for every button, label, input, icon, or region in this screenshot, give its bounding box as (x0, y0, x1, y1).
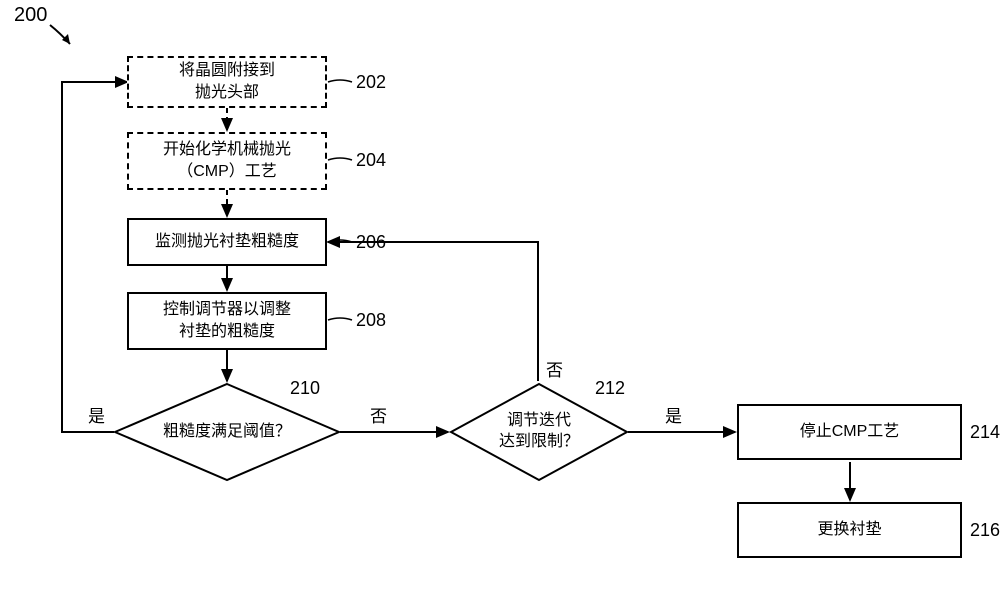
decision-210-text: 粗糙度满足阈值？ (163, 422, 291, 443)
step-214: 停止CMP工艺 (737, 404, 962, 460)
step-202-text: 将晶圆附接到抛光头部 (179, 60, 275, 103)
ref-202: 202 (356, 72, 386, 93)
step-204-text: 开始化学机械抛光（CMP）工艺 (163, 139, 291, 182)
flowchart-canvas: 200 将晶圆附 (0, 0, 1000, 602)
ref-214: 214 (970, 422, 1000, 443)
ref-216: 216 (970, 520, 1000, 541)
step-208: 控制调节器以调整衬垫的粗糙度 (127, 292, 327, 350)
step-208-text: 控制调节器以调整衬垫的粗糙度 (163, 299, 291, 342)
label-no-210: 否 (370, 402, 387, 427)
step-214-text: 停止CMP工艺 (800, 421, 900, 443)
step-216-text: 更换衬垫 (817, 519, 881, 541)
step-206: 监测抛光衬垫粗糙度 (127, 218, 327, 266)
label-yes-212: 是 (665, 402, 682, 427)
ref-210: 210 (290, 378, 320, 399)
ref-212: 212 (595, 378, 625, 399)
label-no-212: 否 (546, 356, 563, 381)
label-yes-210: 是 (88, 402, 105, 427)
step-206-text: 监测抛光衬垫粗糙度 (155, 231, 299, 253)
ref-208: 208 (356, 310, 386, 331)
step-216: 更换衬垫 (737, 502, 962, 558)
step-202: 将晶圆附接到抛光头部 (127, 56, 327, 108)
ref-204: 204 (356, 150, 386, 171)
step-204: 开始化学机械抛光（CMP）工艺 (127, 132, 327, 190)
ref-206: 206 (356, 232, 386, 253)
decision-212-text: 调节迭代达到限制？ (499, 411, 579, 453)
figure-number: 200 (14, 4, 47, 27)
